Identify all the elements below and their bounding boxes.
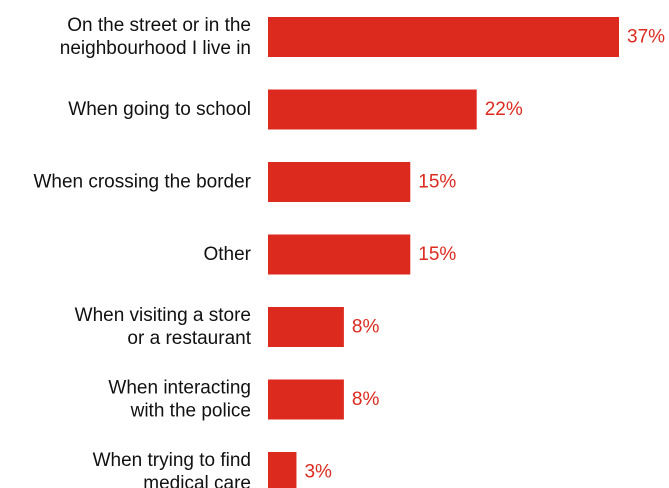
- bar-3: [268, 234, 411, 275]
- category-label-line: neighbourhood I live in: [60, 38, 251, 59]
- category-label-line: On the street or in the: [67, 15, 251, 36]
- bar-2: [268, 162, 411, 202]
- bar-1: [268, 89, 477, 130]
- value-label-5: 8%: [352, 389, 380, 410]
- value-label-4: 8%: [352, 317, 380, 338]
- bars-group: [268, 17, 619, 488]
- bar-0: [268, 17, 619, 57]
- bar-5: [268, 379, 344, 420]
- category-label-line: When visiting a store: [75, 305, 251, 326]
- category-label-line: with the police: [130, 401, 251, 422]
- category-labels-group: On the street or in the neighbourhood I l…: [33, 15, 251, 488]
- value-label-2: 15%: [418, 172, 456, 193]
- category-label-1: When going to school: [68, 99, 251, 120]
- category-label-6: When trying to find medical care: [93, 450, 251, 488]
- value-label-3: 15%: [418, 244, 456, 265]
- value-labels-group: 37% 22% 15% 15% 8% 8% 3%: [304, 27, 665, 483]
- category-label-line: Other: [203, 244, 251, 265]
- category-label-line: When interacting: [108, 378, 251, 399]
- bar-6: [268, 452, 297, 488]
- category-label-line: medical care: [143, 473, 251, 488]
- category-label-5: When interacting with the police: [108, 378, 251, 422]
- value-label-6: 3%: [304, 462, 332, 483]
- category-label-0: On the street or in the neighbourhood I l…: [60, 15, 251, 59]
- category-label-line: When trying to find: [93, 450, 251, 471]
- value-label-0: 37%: [627, 27, 665, 48]
- bar-4: [268, 307, 344, 347]
- category-label-line: When crossing the border: [33, 172, 251, 193]
- category-label-3: Other: [203, 244, 251, 265]
- value-label-1: 22%: [485, 99, 523, 120]
- category-label-line: When going to school: [68, 99, 251, 120]
- category-label-2: When crossing the border: [33, 172, 251, 193]
- category-label-4: When visiting a store or a restaurant: [75, 305, 252, 349]
- category-label-line: or a restaurant: [127, 328, 251, 349]
